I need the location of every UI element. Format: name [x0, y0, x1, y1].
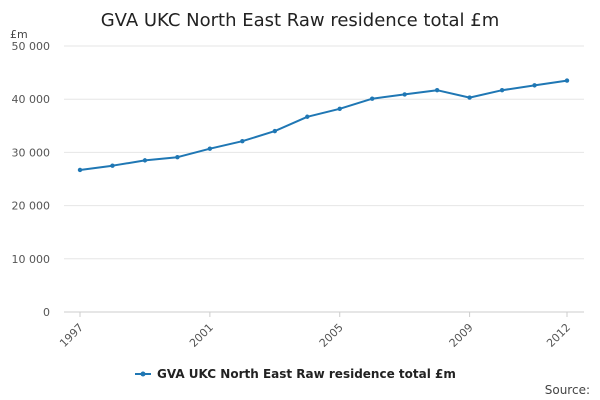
- y-tick-label: 10 000: [12, 253, 51, 266]
- x-tick-label: 2009: [447, 321, 476, 350]
- data-point[interactable]: [402, 92, 407, 97]
- x-tick-label: 2001: [187, 321, 216, 350]
- y-tick-label: 50 000: [12, 40, 51, 53]
- y-axis-unit: £m: [10, 28, 28, 41]
- legend-point-marker: [140, 371, 146, 377]
- x-tick-label: 1997: [57, 321, 86, 350]
- data-point[interactable]: [305, 114, 310, 119]
- data-point[interactable]: [370, 96, 375, 101]
- data-point[interactable]: [499, 87, 505, 93]
- source-label: Source:: [545, 383, 590, 397]
- data-point[interactable]: [532, 83, 537, 88]
- data-point[interactable]: [467, 95, 472, 100]
- y-tick-label: 40 000: [12, 93, 51, 106]
- series-group: [77, 78, 570, 173]
- y-tick-label: 20 000: [12, 200, 51, 213]
- legend[interactable]: GVA UKC North East Raw residence total £…: [135, 367, 456, 381]
- legend-label[interactable]: GVA UKC North East Raw residence total £…: [157, 367, 456, 381]
- data-point[interactable]: [110, 163, 115, 168]
- data-point[interactable]: [175, 154, 180, 160]
- data-point[interactable]: [337, 106, 342, 111]
- chart-title: GVA UKC North East Raw residence total £…: [101, 10, 500, 31]
- y-tick-label: 0: [43, 306, 50, 319]
- series-line: [79, 79, 568, 171]
- y-axis-ticks: 0 10 000 20 000 30 000 40 000 50 000: [12, 40, 51, 319]
- data-point[interactable]: [142, 158, 148, 163]
- grid-lines: [64, 45, 584, 313]
- data-point[interactable]: [77, 167, 83, 173]
- x-tick-label: 2005: [317, 321, 346, 350]
- data-point[interactable]: [434, 87, 440, 93]
- data-point[interactable]: [207, 146, 213, 151]
- x-axis-ticks: 1997 2001 2005 2009 2012: [57, 312, 573, 350]
- y-tick-label: 30 000: [12, 146, 51, 159]
- x-tick-label: 2012: [544, 321, 573, 350]
- data-point[interactable]: [240, 139, 245, 144]
- data-point[interactable]: [272, 128, 277, 134]
- data-point[interactable]: [564, 78, 570, 83]
